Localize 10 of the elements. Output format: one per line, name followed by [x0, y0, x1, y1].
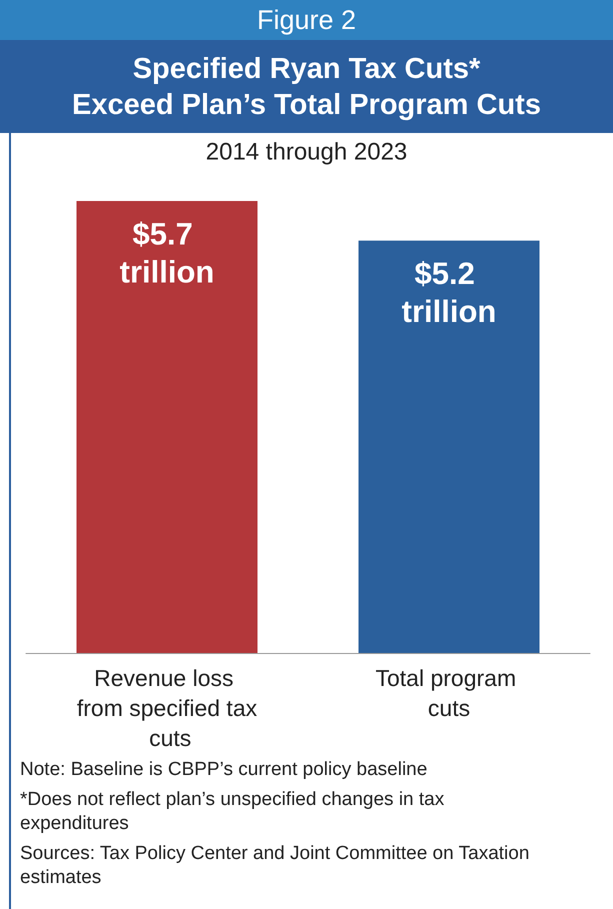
text: Note: Baseline is CBPP’s current policy baseline: [20, 758, 428, 782]
chart-title: Specified Ryan Tax Cuts* Exceed Plan’s Total Program Cuts: [0, 40, 613, 133]
data-label: $5.2 trillion: [402, 256, 496, 330]
caption: Figure 2: [0, 0, 613, 40]
chart-subtitle: 2014 through 2023: [206, 138, 408, 166]
x-tick-label: Revenue loss from specified tax cuts: [76, 665, 258, 751]
source-note: Sources: Tax Policy Center and Joint Committee on Taxation estimates: [20, 842, 530, 890]
x-tick-label: Total program cuts: [375, 665, 523, 721]
text: *Does not reflect plan’s unspecified changes in tax expenditures: [20, 788, 446, 836]
data-label: $5.7 trillion: [120, 216, 214, 290]
